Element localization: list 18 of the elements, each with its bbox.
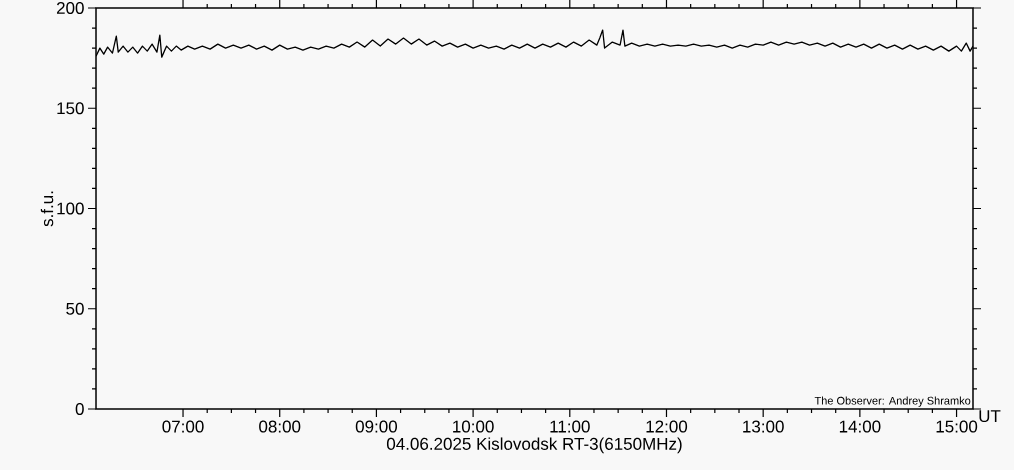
y-axis-title: s.f.u.: [40, 191, 54, 227]
y-tick-label: 0: [75, 402, 84, 416]
x-tick-label: 13:00: [743, 420, 784, 433]
x-tick-label: 11:00: [550, 420, 590, 433]
y-tick-label: 150: [57, 102, 84, 115]
text: UT: [979, 410, 1001, 423]
x-tick-label: 10:00: [453, 420, 494, 433]
annotation: The Observer: Andrey Shramko: [814, 396, 971, 407]
x-tick-label: 09:00: [355, 420, 398, 433]
x-tick-label: 15:00: [936, 420, 978, 433]
y-tick-label: 100: [57, 202, 84, 215]
x-axis-title: 04.06.2025 Kislovodsk RT-3(6150MHz): [386, 437, 682, 454]
y-tick-label: 50: [66, 302, 84, 315]
x-tick-label: 12:00: [646, 420, 688, 433]
y-tick-label: 200: [56, 1, 84, 15]
x-tick-label: 07:00: [162, 420, 204, 433]
x-tick-label: 14:00: [839, 420, 881, 433]
x-tick-label: 08:00: [259, 420, 301, 433]
